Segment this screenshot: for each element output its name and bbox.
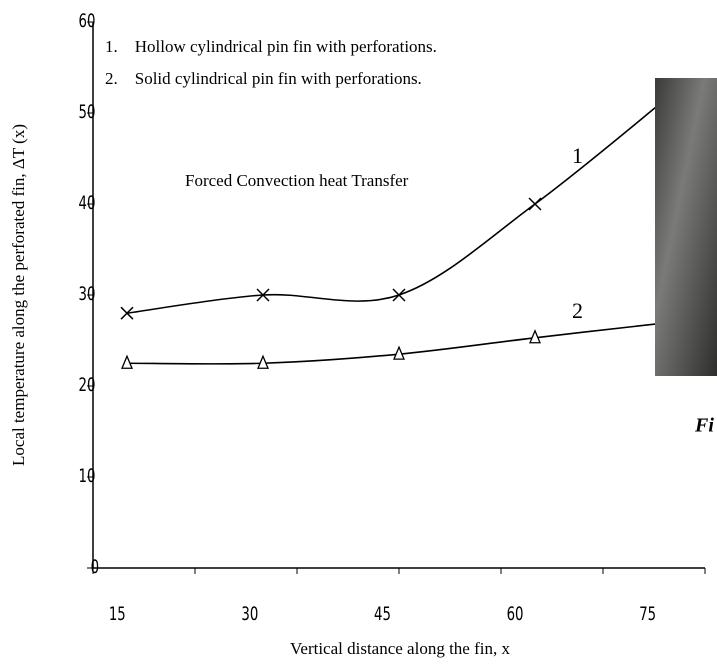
- y-axis-label: Local temperature along the perforated f…: [9, 124, 28, 466]
- x-axis-label: Vertical distance along the fin, x: [290, 639, 510, 658]
- annotation: Forced Convection heat Transfer: [185, 171, 409, 190]
- y-tick-label: 40: [79, 192, 96, 214]
- y-tick-label: 20: [79, 374, 96, 396]
- y-tick-label: 60: [79, 10, 96, 32]
- marker: [392, 288, 406, 302]
- x-tick-label: 60: [507, 603, 524, 625]
- marker: [256, 288, 270, 302]
- marker: [121, 354, 133, 369]
- series-line: [126, 94, 672, 314]
- y-tick-label: 50: [79, 101, 96, 123]
- x-tick-label: 75: [639, 603, 656, 625]
- marker: [393, 345, 405, 360]
- annotation: 1: [572, 143, 583, 168]
- annotation: Fi: [694, 415, 714, 437]
- x-tick-label: 30: [241, 603, 258, 625]
- marker: [257, 354, 269, 369]
- photo-overlay: [655, 78, 717, 376]
- y-tick-label: 0: [91, 556, 99, 578]
- annotation: 2: [572, 298, 583, 323]
- x-tick-label: 15: [109, 603, 126, 625]
- x-tick-label: 45: [374, 603, 391, 625]
- plot-area: 0102030405060153045607590105: [79, 10, 706, 625]
- legend-entry: 1. Hollow cylindrical pin fin with perfo…: [105, 37, 437, 56]
- legend-entry: 2. Solid cylindrical pin fin with perfor…: [105, 69, 422, 88]
- marker: [529, 329, 541, 344]
- marker: [528, 197, 542, 211]
- marker: [120, 306, 134, 320]
- y-tick-label: 10: [79, 465, 96, 487]
- y-tick-label: 30: [79, 283, 96, 305]
